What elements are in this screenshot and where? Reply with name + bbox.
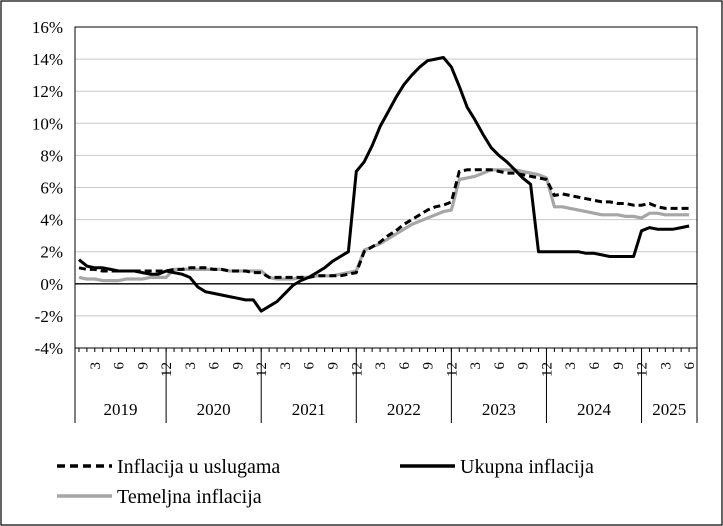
month-tick-label: 3 bbox=[468, 362, 484, 370]
month-tick-label: 3 bbox=[373, 362, 389, 370]
month-tick-label: 9 bbox=[135, 362, 151, 370]
legend-label-1: Ukupna inflacija bbox=[460, 456, 594, 478]
year-label: 2022 bbox=[387, 400, 421, 419]
month-tick-label: 9 bbox=[421, 362, 437, 370]
y-tick-labels: -4% -2% 0% 2% 4% 6% 8% 10% 12% 14% 16% bbox=[32, 18, 63, 358]
month-tick-label: 6 bbox=[207, 362, 223, 370]
series-line-0 bbox=[78, 168, 690, 279]
year-label: 2025 bbox=[652, 400, 686, 419]
month-tick-label: 12 bbox=[635, 362, 651, 377]
y-tick-label: 0% bbox=[40, 275, 63, 294]
series-line-2 bbox=[78, 168, 690, 283]
month-tick-label: 6 bbox=[492, 362, 508, 370]
plot-frame bbox=[74, 26, 698, 349]
year-label: 2023 bbox=[482, 400, 516, 419]
y-tick-label: -4% bbox=[35, 339, 63, 358]
month-tick-label: 9 bbox=[611, 362, 627, 370]
axes bbox=[74, 26, 698, 423]
series-line-1 bbox=[78, 56, 690, 313]
gridlines bbox=[75, 26, 697, 349]
y-tick-label: 14% bbox=[32, 50, 63, 69]
month-tick-label: 6 bbox=[587, 362, 603, 370]
y-tick-label: 2% bbox=[40, 243, 63, 262]
y-tick-label: 4% bbox=[40, 211, 63, 230]
legend: Inflacija u uslugama Ukupna inflacija Teme… bbox=[57, 456, 594, 508]
legend-label-0: Inflacija u uslugama bbox=[117, 456, 280, 478]
legend-label-2: Temeljna inflacija bbox=[117, 486, 262, 508]
month-tick-label: 3 bbox=[183, 362, 199, 370]
month-tick-label: 12 bbox=[159, 362, 175, 377]
y-tick-label: 16% bbox=[32, 18, 63, 37]
y-tick-label: 12% bbox=[32, 82, 63, 101]
month-tick-label: 3 bbox=[88, 362, 104, 370]
month-tick-label: 12 bbox=[254, 362, 270, 377]
month-tick-label: 3 bbox=[658, 362, 674, 370]
month-tick-label: 6 bbox=[112, 362, 128, 370]
y-tick-label: 6% bbox=[40, 179, 63, 198]
month-tick-label: 9 bbox=[326, 362, 342, 370]
month-tick-label: 6 bbox=[397, 362, 413, 370]
series-lines bbox=[78, 56, 690, 313]
y-tick-label: 10% bbox=[32, 114, 63, 133]
month-tick-label: 3 bbox=[278, 362, 294, 370]
year-label: 2020 bbox=[197, 400, 231, 419]
year-label: 2024 bbox=[577, 400, 612, 419]
month-tick-label: 12 bbox=[539, 362, 555, 377]
month-tick-label: 12 bbox=[349, 362, 365, 377]
y-tick-label: -2% bbox=[35, 307, 63, 326]
month-tick-label: 9 bbox=[516, 362, 532, 370]
month-tick-label: 6 bbox=[682, 362, 698, 370]
month-tick-label: 3 bbox=[563, 362, 579, 370]
year-label: 2019 bbox=[104, 400, 138, 419]
year-label: 2021 bbox=[292, 400, 326, 419]
month-tick-label: 12 bbox=[444, 362, 460, 377]
month-tick-label: 6 bbox=[302, 362, 318, 370]
y-tick-label: 8% bbox=[40, 146, 63, 165]
month-tick-label: 9 bbox=[230, 362, 246, 370]
